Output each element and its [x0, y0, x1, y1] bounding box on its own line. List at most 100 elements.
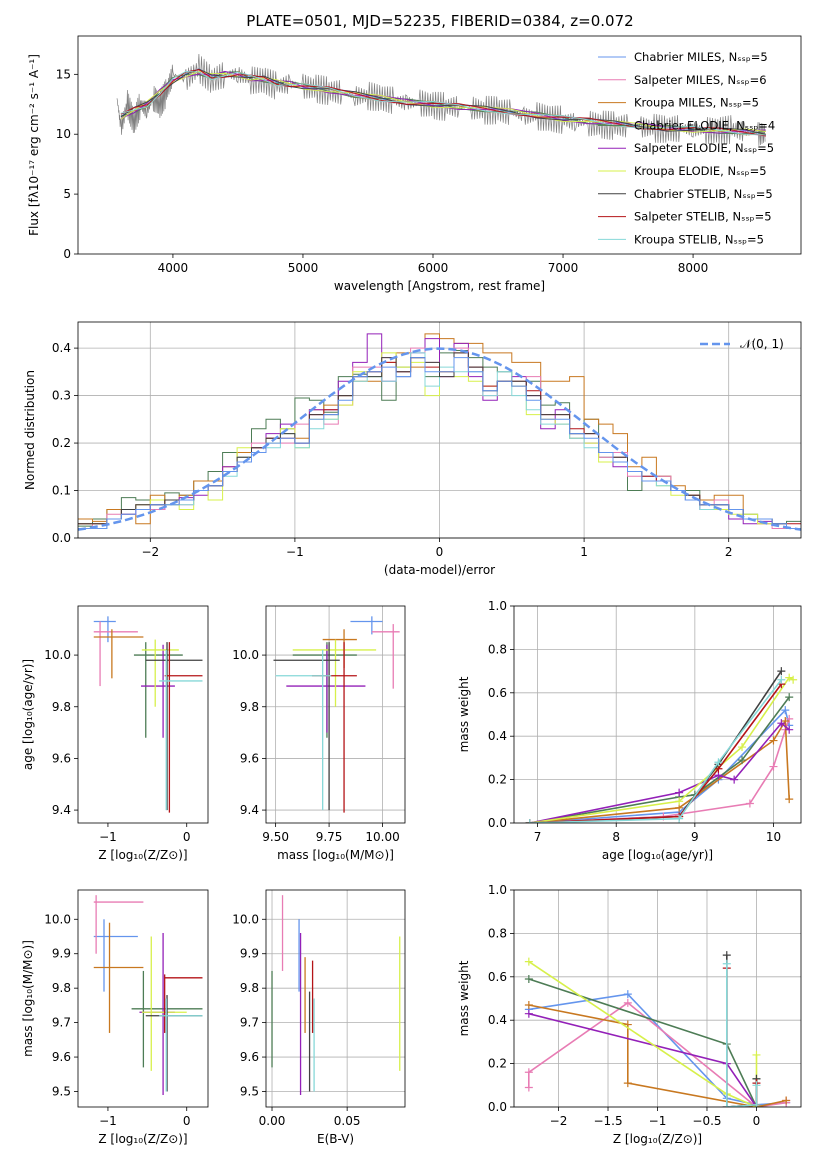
legend-label: 𝒩(0, 1): [740, 337, 784, 351]
y-axis-label: age [log₁₀(age/yr)]: [21, 659, 35, 770]
y-tick-label: 9.9: [52, 947, 71, 961]
model-curve: [120, 68, 767, 135]
plot-area: [116, 53, 767, 146]
axes-frame: [513, 605, 802, 824]
y-tick-label: 0.2: [488, 773, 507, 787]
weight-marker: [524, 1068, 533, 1077]
weight-marker: [745, 799, 754, 808]
weight-marker: [524, 957, 533, 966]
y-tick-label: 1.0: [488, 883, 507, 897]
x-tick-label: 10.00: [365, 830, 399, 844]
y-tick-label: 9.5: [52, 1085, 71, 1099]
y-tick-label: 9.8: [240, 981, 259, 995]
y-tick-label: 9.6: [52, 1050, 71, 1064]
weight-marker: [722, 1103, 731, 1107]
x-axis-label: E(B-V): [317, 1132, 354, 1146]
axes-frame: [77, 321, 802, 539]
panel-spectrum: 4000 5000 6000 7000 8000 0 5 10 15 wavelength [An…: [27, 35, 802, 293]
gaussian-curve: [78, 347, 801, 531]
legend-label: Kroupa ELODIE, Nₛₛₚ=5: [634, 164, 767, 178]
weight-marker: [782, 1096, 791, 1105]
y-tick-label: 0.8: [488, 926, 507, 940]
x-tick-label: 0.00: [259, 1114, 286, 1128]
panel-mass-vs-Z: −1 0 9.5 9.6 9.7 9.8 9.9 10.0 Z [log₁₀(Z/Z⊙)] mas…: [21, 889, 209, 1146]
x-tick-label: 9.50: [262, 830, 289, 844]
weight-marker: [524, 1001, 533, 1010]
histogram-series: [78, 357, 801, 529]
y-tick-label: 9.6: [52, 751, 71, 765]
legend-label: Kroupa MILES, Nₛₛₚ=5: [634, 96, 759, 110]
x-axis-label: mass [log₁₀(M/M⊙)]: [277, 848, 394, 862]
y-tick-label: 10.0: [232, 912, 259, 926]
weight-marker: [777, 667, 786, 676]
panel-age-vs-mass: 9.50 9.75 10.00 9.4 9.6 9.8 10.0 mass [log₁₀(M/…: [232, 605, 406, 862]
y-tick-label: 9.7: [240, 1016, 259, 1030]
weight-marker: [785, 725, 794, 734]
x-tick-label: 0: [183, 830, 191, 844]
x-axis-label: Z [log₁₀(Z/Z⊙)]: [98, 848, 187, 862]
legend-label: Salpeter MILES, Nₛₛₚ=6: [634, 73, 767, 87]
weight-marker: [722, 951, 731, 960]
x-tick-label: −0.5: [692, 1114, 721, 1128]
x-tick-label: 5000: [288, 261, 319, 275]
weight-marker: [525, 819, 534, 823]
y-tick-label: 0.6: [488, 970, 507, 984]
x-tick-label: −1: [99, 830, 117, 844]
weight-marker: [675, 814, 684, 823]
x-axis-label: (data-model)/error: [384, 563, 495, 577]
y-axis-label: mass weight: [457, 960, 471, 1036]
x-tick-label: −1: [649, 1114, 667, 1128]
plot-area: [271, 895, 401, 1095]
y-axis-label: mass [log₁₀(M/M⊙)]: [21, 940, 35, 1057]
x-tick-label: 8: [612, 830, 620, 844]
panel-residuals: −2 −1 0 1 2 0.0 0.1 0.2 0.3 0.4 (data-model)/error…: [23, 321, 802, 577]
x-tick-label: 8000: [678, 261, 709, 275]
y-tick-label: 15: [56, 67, 71, 81]
weight-marker: [769, 736, 778, 745]
y-tick-label: 0.1: [52, 484, 71, 498]
x-tick-label: 9.75: [316, 830, 343, 844]
axes-frame: [77, 889, 209, 1108]
y-axis-label: Flux [fλ10⁻¹⁷ erg cm⁻² s⁻¹ A⁻¹]: [27, 54, 41, 236]
weight-marker: [777, 719, 786, 728]
y-tick-label: 0.6: [488, 686, 507, 700]
plot-area: [525, 667, 798, 823]
weight-marker: [623, 1079, 632, 1088]
residuals-legend: 𝒩(0, 1): [700, 337, 784, 351]
weight-marker: [722, 959, 731, 968]
y-tick-label: 0: [63, 247, 71, 261]
x-tick-label: 7: [534, 830, 542, 844]
weight-marker: [524, 1009, 533, 1018]
weight-marker: [524, 1083, 533, 1092]
y-tick-label: 9.4: [52, 803, 71, 817]
plot-area: [93, 895, 203, 1095]
axes-frame: [265, 605, 406, 824]
weight-marker: [752, 1100, 761, 1107]
plot-area: [524, 951, 791, 1107]
weight-marker: [781, 706, 790, 715]
weight-marker: [524, 974, 533, 983]
axes-frame: [265, 889, 406, 1108]
x-tick-label: 0: [436, 545, 444, 559]
weight-curve: [529, 679, 782, 823]
panel-weight-vs-age: 7 8 9 10 0.0 0.2 0.4 0.6 0.8 1.0 age [log₁₀(age/yr…: [457, 599, 802, 862]
x-tick-label: −2: [550, 1114, 568, 1128]
weight-marker: [675, 797, 684, 806]
x-axis-label: Z [log₁₀(Z/Z⊙)]: [98, 1132, 187, 1146]
x-tick-label: 4000: [158, 261, 189, 275]
x-tick-label: 6000: [418, 261, 449, 275]
weight-marker: [730, 775, 739, 784]
weight-marker: [675, 788, 684, 797]
model-curve: [120, 70, 766, 133]
y-tick-label: 1.0: [488, 599, 507, 613]
legend-label: Salpeter ELODIE, Nₛₛₚ=5: [634, 141, 774, 155]
model-curve: [120, 69, 766, 137]
model-curve: [120, 71, 766, 136]
axes-frame: [513, 889, 802, 1108]
y-tick-label: 9.9: [240, 947, 259, 961]
panel-weight-vs-Z: −2 −1.5 −1 −0.5 0 0.0 0.2 0.4 0.6 0.8 1.0 Z [log₁₀(…: [457, 883, 802, 1146]
x-axis-label: age [log₁₀(age/yr)]: [602, 848, 713, 862]
y-tick-label: 0.4: [488, 729, 507, 743]
x-tick-label: 0: [183, 1114, 191, 1128]
x-tick-label: 0: [753, 1114, 761, 1128]
